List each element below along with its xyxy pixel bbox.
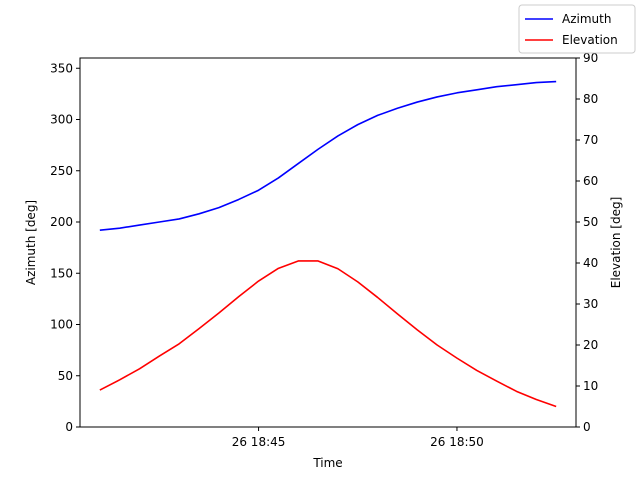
y-left-tick-label: 350	[50, 61, 73, 75]
x-tick-label: 26 18:45	[232, 435, 286, 449]
y-right-tick-label: 80	[583, 92, 598, 106]
x-axis: 26 18:45 26 18:50	[232, 427, 484, 449]
y-left-tick-label: 150	[50, 266, 73, 280]
y-axis-right: 0 10 20 30 40 50 60 70 80 90	[576, 51, 598, 434]
y-left-tick-label: 250	[50, 164, 73, 178]
legend-label-elevation: Elevation	[562, 33, 618, 47]
legend: Azimuth Elevation	[518, 4, 636, 54]
y-right-tick-label: 30	[583, 297, 598, 311]
x-tick-label: 26 18:50	[430, 435, 484, 449]
series-line-azimuth	[99, 80, 557, 231]
y-left-tick-label: 300	[50, 113, 73, 127]
y-left-tick-label: 100	[50, 318, 73, 332]
y-axis-label-left: Azimuth [deg]	[24, 200, 38, 285]
y-left-tick-label: 0	[65, 420, 73, 434]
y-axis-label-right: Elevation [deg]	[609, 197, 623, 289]
y-right-tick-label: 0	[583, 420, 591, 434]
y-right-tick-label: 90	[583, 51, 598, 65]
y-left-tick-label: 200	[50, 215, 73, 229]
plot-lines	[99, 80, 557, 408]
plot-frame	[79, 57, 577, 428]
y-right-tick-label: 40	[583, 256, 598, 270]
y-right-tick-label: 70	[583, 133, 598, 147]
y-right-tick-label: 20	[583, 338, 598, 352]
x-axis-label: Time	[312, 456, 342, 470]
y-right-tick-label: 50	[583, 215, 598, 229]
y-left-tick-label: 50	[58, 369, 73, 383]
legend-label-azimuth: Azimuth	[562, 12, 611, 26]
y-axis-left: 0 50 100 150 200 250 300 350	[50, 61, 80, 434]
series-line-elevation	[99, 260, 557, 408]
y-right-tick-label: 60	[583, 174, 598, 188]
legend-box	[518, 4, 636, 54]
y-right-tick-label: 10	[583, 379, 598, 393]
